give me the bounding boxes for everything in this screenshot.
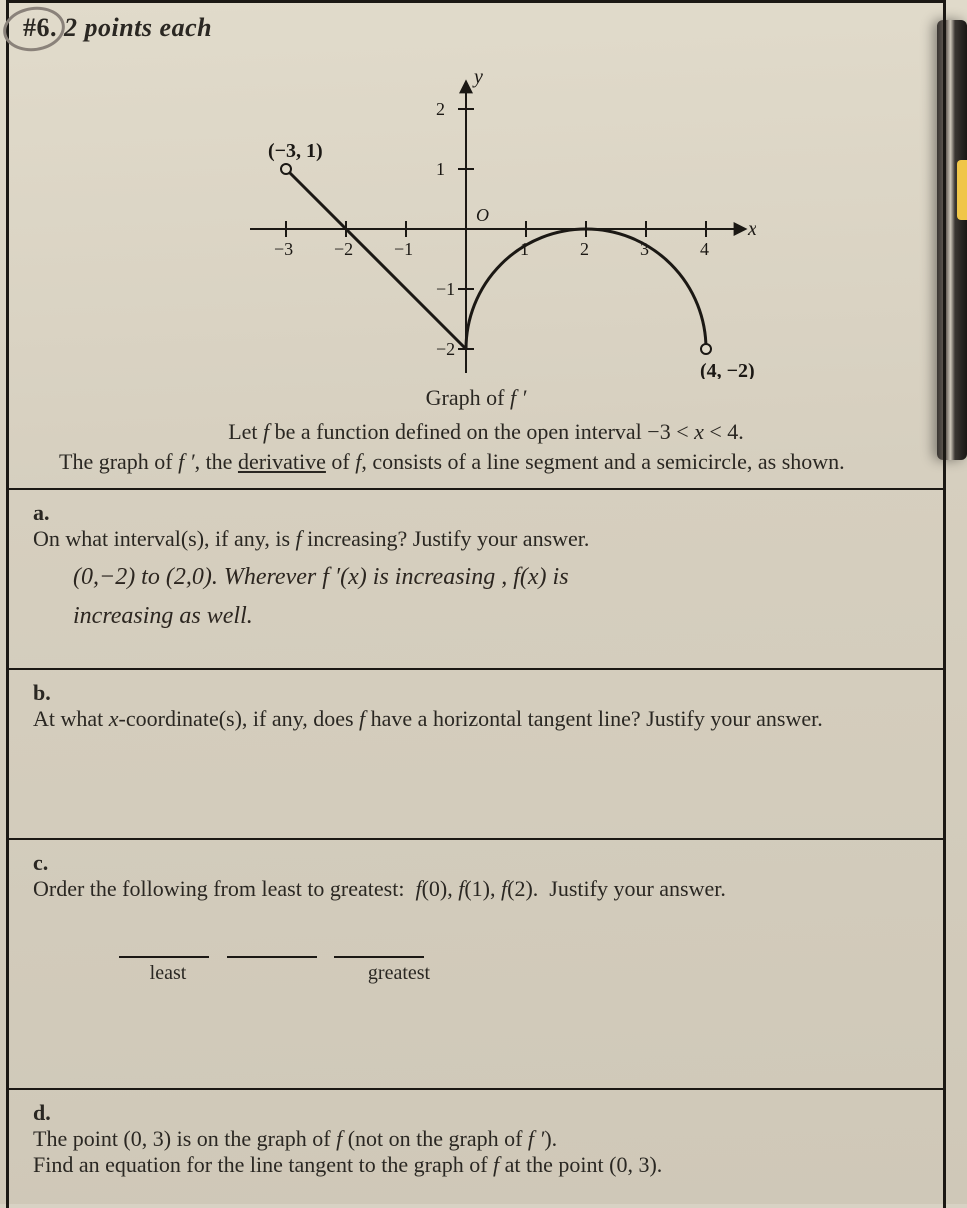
- svg-text:(−3, 1): (−3, 1): [268, 140, 323, 162]
- ordering-blanks: least greatest: [33, 902, 919, 985]
- least-label: least: [113, 958, 223, 985]
- worksheet-border: #6. 2 points each −3−2−1O1234−2−112xy(−3…: [6, 0, 946, 1208]
- question-c-label: c.: [33, 850, 67, 876]
- svg-text:−3: −3: [274, 239, 293, 259]
- question-c: c. Order the following from least to gre…: [9, 838, 943, 1088]
- question-b-label: b.: [33, 680, 67, 706]
- svg-text:x: x: [747, 218, 756, 240]
- student-answer-a: (0,−2) to (2,0). Wherever f ′(x) is incr…: [33, 552, 919, 635]
- svg-text:4: 4: [700, 239, 709, 259]
- question-b: b. At what x-coordinate(s), if any, does…: [9, 668, 943, 838]
- question-d-text: The point (0, 3) is on the graph of f (n…: [33, 1126, 903, 1178]
- graph-caption: Graph of f ′: [9, 385, 943, 411]
- question-c-text: Order the following from least to greate…: [33, 876, 903, 902]
- caption-prefix: Graph of: [426, 385, 510, 410]
- svg-text:O: O: [476, 205, 489, 225]
- graph-container: −3−2−1O1234−2−112xy(−3, 1)(4, −2): [9, 49, 943, 383]
- handwriting-line1: (0,−2) to (2,0). Wherever f ′(x) is incr…: [73, 558, 919, 596]
- blank-1: [119, 938, 209, 958]
- question-d-label: d.: [33, 1100, 67, 1126]
- worksheet-page: #6. 2 points each −3−2−1O1234−2−112xy(−3…: [0, 0, 967, 1204]
- blank-2: [227, 938, 317, 958]
- prompt-line2: The graph of f ′, the derivative of f, c…: [59, 449, 845, 474]
- svg-text:y: y: [472, 66, 483, 88]
- mid-spacer: [229, 975, 339, 979]
- points-each: 2 points each: [64, 13, 212, 42]
- fprime-graph: −3−2−1O1234−2−112xy(−3, 1)(4, −2): [196, 59, 756, 379]
- question-a-label: a.: [33, 500, 67, 526]
- question-b-text: At what x-coordinate(s), if any, does f …: [33, 706, 903, 732]
- handwriting-line2: increasing as well.: [73, 597, 919, 635]
- svg-text:−1: −1: [436, 279, 455, 299]
- problem-header: #6. 2 points each: [9, 3, 943, 49]
- question-d: d. The point (0, 3) is on the graph of f…: [9, 1088, 943, 1208]
- svg-text:(4, −2): (4, −2): [700, 360, 755, 379]
- question-a: a. On what interval(s), if any, is f inc…: [9, 488, 943, 668]
- question-a-text: On what interval(s), if any, is f increa…: [33, 526, 903, 552]
- svg-text:2: 2: [580, 239, 589, 259]
- svg-text:−2: −2: [334, 239, 353, 259]
- svg-text:2: 2: [436, 99, 445, 119]
- prompt-line1: Let f be a function defined on the open …: [59, 417, 913, 447]
- problem-number: #6.: [23, 13, 57, 42]
- greatest-label: greatest: [344, 958, 454, 985]
- svg-text:−2: −2: [436, 339, 455, 359]
- question-d-line1: The point (0, 3) is on the graph of f (n…: [33, 1126, 557, 1151]
- caption-symbol: f ′: [510, 385, 526, 410]
- question-d-line2: Find an equation for the line tangent to…: [33, 1152, 662, 1177]
- svg-text:1: 1: [436, 159, 445, 179]
- problem-prompt: Let f be a function defined on the open …: [9, 411, 943, 488]
- blank-3: [334, 938, 424, 958]
- svg-text:−1: −1: [394, 239, 413, 259]
